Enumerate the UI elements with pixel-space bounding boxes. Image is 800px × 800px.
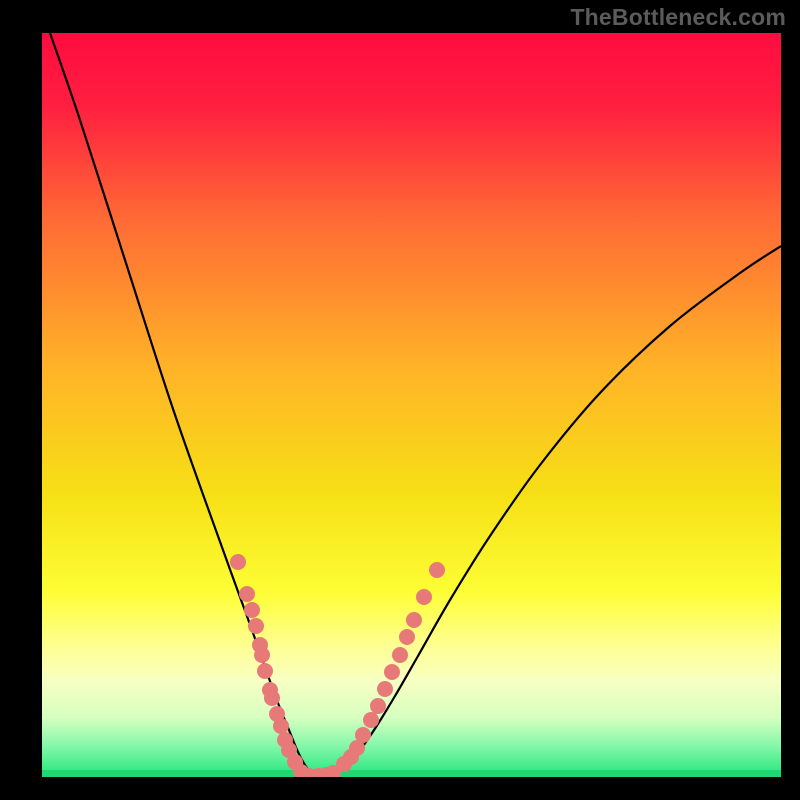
data-dot — [377, 681, 393, 697]
data-dot — [399, 629, 415, 645]
watermark-text: TheBottleneck.com — [570, 4, 786, 31]
data-dot — [264, 690, 280, 706]
chart-svg — [0, 0, 800, 800]
data-dot — [416, 589, 432, 605]
data-dot — [273, 718, 289, 734]
valley-band — [42, 770, 781, 777]
data-dot — [392, 647, 408, 663]
data-dot — [248, 618, 264, 634]
stage: TheBottleneck.com — [0, 0, 800, 800]
data-dot — [363, 712, 379, 728]
data-dot — [257, 663, 273, 679]
data-dot — [355, 727, 371, 743]
data-dot — [230, 554, 246, 570]
data-dot — [244, 602, 260, 618]
data-dot — [384, 664, 400, 680]
data-dot — [370, 698, 386, 714]
data-dot — [254, 647, 270, 663]
data-dot — [239, 586, 255, 602]
data-dot — [406, 612, 422, 628]
data-dot — [429, 562, 445, 578]
